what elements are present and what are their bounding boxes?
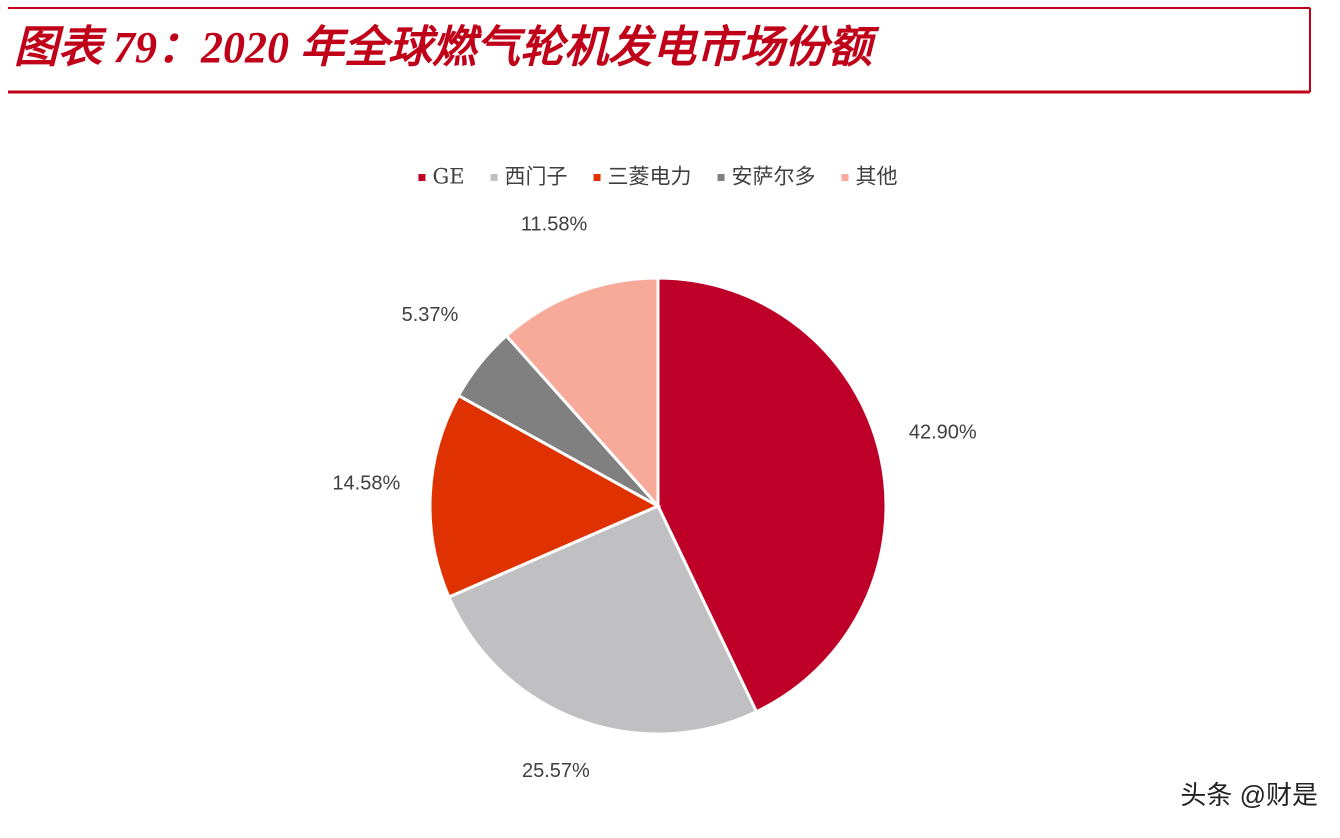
legend-marker	[490, 174, 498, 181]
legend: GE 西门子 三菱电力 安萨尔多 其他	[418, 165, 898, 189]
pie-slice	[428, 393, 662, 599]
legend-label: 西门子	[505, 165, 568, 189]
watermark: 头条 @财是	[1180, 780, 1318, 810]
data-label: 14.58%	[332, 472, 400, 494]
pie-slice	[446, 504, 759, 736]
pie-slice	[656, 276, 888, 714]
data-label: 25.57%	[522, 760, 590, 782]
data-label: 5.37%	[402, 304, 459, 326]
legend-marker	[841, 174, 849, 181]
legend-marker	[418, 174, 426, 181]
pie: 42.90% 25.57% 14.58% 5.37% 11.58%	[332, 213, 976, 781]
legend-label: 其他	[856, 165, 898, 189]
legend-label: 安萨尔多	[732, 165, 816, 189]
legend-label: GE	[432, 165, 464, 189]
data-label: 42.90%	[909, 422, 977, 444]
chart-title: 图表 79：2020 年全球燃气轮机发电市场份额	[14, 23, 880, 72]
legend-marker	[717, 174, 725, 181]
legend-label: 三菱电力	[608, 165, 692, 189]
legend-marker	[593, 174, 601, 181]
data-label: 11.58%	[521, 213, 588, 235]
pie-slice	[504, 276, 660, 510]
